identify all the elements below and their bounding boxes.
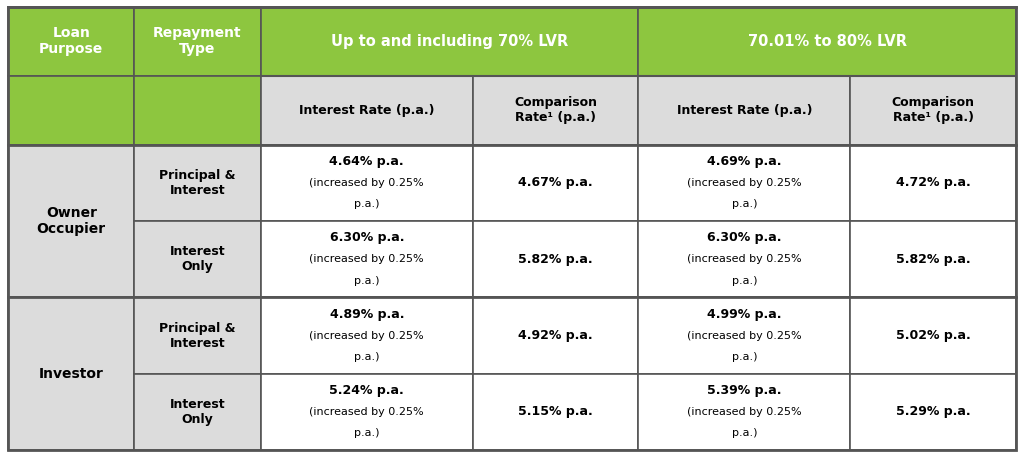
Text: (increased by 0.25%: (increased by 0.25% <box>309 330 424 340</box>
Text: p.a.): p.a.) <box>731 428 757 438</box>
Bar <box>261 374 473 450</box>
Bar <box>851 144 1016 221</box>
Text: (increased by 0.25%: (increased by 0.25% <box>687 254 802 264</box>
Text: p.a.): p.a.) <box>354 352 380 362</box>
Text: 4.99% p.a.: 4.99% p.a. <box>708 308 781 321</box>
Text: Interest Rate (p.a.): Interest Rate (p.a.) <box>677 104 812 117</box>
Text: Repayment
Type: Repayment Type <box>154 26 242 56</box>
Text: p.a.): p.a.) <box>731 352 757 362</box>
Text: p.a.): p.a.) <box>354 428 380 438</box>
Bar <box>473 76 638 144</box>
Text: (increased by 0.25%: (increased by 0.25% <box>309 254 424 264</box>
Bar <box>134 144 261 221</box>
Bar <box>638 76 851 144</box>
Bar <box>261 144 473 221</box>
Bar <box>8 298 134 450</box>
Bar <box>8 144 134 298</box>
Text: Up to and including 70% LVR: Up to and including 70% LVR <box>331 34 568 49</box>
Bar <box>473 221 638 298</box>
Text: 5.82% p.a.: 5.82% p.a. <box>518 253 593 266</box>
Bar <box>134 221 261 298</box>
Text: Comparison
Rate¹ (p.a.): Comparison Rate¹ (p.a.) <box>514 96 597 124</box>
Text: (increased by 0.25%: (increased by 0.25% <box>309 178 424 188</box>
Text: 5.24% p.a.: 5.24% p.a. <box>330 384 404 397</box>
Text: Comparison
Rate¹ (p.a.): Comparison Rate¹ (p.a.) <box>892 96 975 124</box>
Bar <box>638 7 1016 76</box>
Text: 5.02% p.a.: 5.02% p.a. <box>896 329 971 342</box>
Text: 4.64% p.a.: 4.64% p.a. <box>330 155 404 168</box>
Bar <box>638 221 851 298</box>
Text: p.a.): p.a.) <box>354 276 380 286</box>
Bar <box>134 7 261 76</box>
Text: Principal &
Interest: Principal & Interest <box>160 322 236 350</box>
Text: 70.01% to 80% LVR: 70.01% to 80% LVR <box>748 34 906 49</box>
Text: 5.29% p.a.: 5.29% p.a. <box>896 405 971 419</box>
Text: 4.92% p.a.: 4.92% p.a. <box>518 329 593 342</box>
Bar <box>134 76 261 144</box>
Text: 6.30% p.a.: 6.30% p.a. <box>708 231 781 244</box>
Text: Interest Rate (p.a.): Interest Rate (p.a.) <box>299 104 434 117</box>
Text: 4.67% p.a.: 4.67% p.a. <box>518 176 593 189</box>
Bar <box>8 76 134 144</box>
Text: Principal &
Interest: Principal & Interest <box>160 169 236 197</box>
Bar <box>261 298 473 374</box>
Text: 4.89% p.a.: 4.89% p.a. <box>330 308 404 321</box>
Text: Investor: Investor <box>39 367 103 381</box>
Bar <box>851 221 1016 298</box>
Bar <box>638 298 851 374</box>
Text: Interest
Only: Interest Only <box>170 398 225 426</box>
Text: Owner
Occupier: Owner Occupier <box>37 206 105 236</box>
Text: 5.15% p.a.: 5.15% p.a. <box>518 405 593 419</box>
Bar <box>261 7 638 76</box>
Text: p.a.): p.a.) <box>731 199 757 209</box>
Text: Interest
Only: Interest Only <box>170 245 225 273</box>
Bar <box>473 298 638 374</box>
Text: p.a.): p.a.) <box>731 276 757 286</box>
Text: 5.39% p.a.: 5.39% p.a. <box>708 384 781 397</box>
Bar <box>473 144 638 221</box>
Text: (increased by 0.25%: (increased by 0.25% <box>687 178 802 188</box>
Text: (increased by 0.25%: (increased by 0.25% <box>687 330 802 340</box>
Text: (increased by 0.25%: (increased by 0.25% <box>309 407 424 417</box>
Bar <box>851 298 1016 374</box>
Text: p.a.): p.a.) <box>354 199 380 209</box>
Bar <box>8 7 134 76</box>
Bar <box>261 221 473 298</box>
Text: (increased by 0.25%: (increased by 0.25% <box>687 407 802 417</box>
Bar <box>473 374 638 450</box>
Bar <box>851 76 1016 144</box>
Bar <box>134 298 261 374</box>
Bar <box>134 374 261 450</box>
Bar <box>851 374 1016 450</box>
Text: 4.72% p.a.: 4.72% p.a. <box>896 176 971 189</box>
Bar <box>638 144 851 221</box>
Text: Loan
Purpose: Loan Purpose <box>39 26 103 56</box>
Bar <box>261 76 473 144</box>
Bar <box>638 374 851 450</box>
Text: 4.69% p.a.: 4.69% p.a. <box>708 155 781 168</box>
Text: 5.82% p.a.: 5.82% p.a. <box>896 253 971 266</box>
Text: 6.30% p.a.: 6.30% p.a. <box>330 231 404 244</box>
